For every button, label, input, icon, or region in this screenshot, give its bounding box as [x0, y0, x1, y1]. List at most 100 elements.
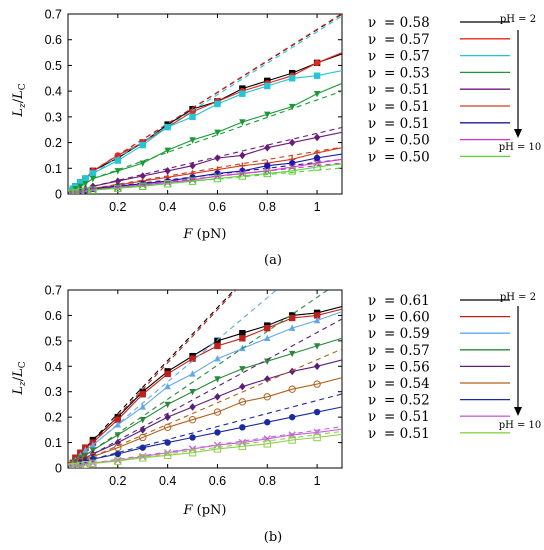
data-point [238, 172, 247, 180]
data-point [288, 75, 296, 82]
series-fit-line [85, 52, 342, 179]
data-point [139, 433, 147, 442]
data-point [71, 188, 80, 194]
legend-label: = 0.57 [384, 343, 430, 359]
y-axis-label-b: Lz/LC [11, 361, 28, 395]
data-point [139, 426, 146, 434]
data-point [239, 366, 246, 373]
data-point [189, 113, 196, 121]
series-dashed-line [92, 290, 235, 441]
series-dashed-line [92, 14, 342, 172]
data-point [69, 189, 77, 194]
y-tick-label: 0.6 [45, 33, 62, 47]
ph-bottom-label-a: pH = 10 [499, 142, 542, 153]
x-tick-label: 0.4 [159, 474, 176, 488]
data-point [139, 416, 146, 424]
series-fit-line [85, 53, 342, 179]
series-fit-line [85, 406, 342, 463]
series-dashed-line [92, 15, 342, 174]
legend-label: = 0.58 [384, 15, 430, 31]
data-point [213, 408, 222, 416]
panel-caption-b: (b) [264, 530, 282, 545]
legend-b: ν = 0.61 ν = 0.60 ν = 0.59 ν = 0.57 ν = 0.56 ν = 0.… [368, 293, 510, 442]
panel-caption-a: (a) [264, 253, 282, 268]
data-point [68, 463, 75, 468]
data-point [288, 314, 296, 322]
x-axis-label-a: F (pN) [182, 227, 226, 242]
series-fit-line [85, 377, 342, 460]
data-point [139, 160, 146, 167]
data-point [189, 355, 196, 362]
data-point [164, 401, 171, 409]
data-point [239, 119, 246, 126]
ph-top-label-b: pH = 2 [500, 292, 536, 303]
legend-symbol: ν [368, 32, 376, 48]
data-point [164, 439, 171, 446]
series-dashed-line [92, 290, 237, 443]
legend-label: = 0.50 [384, 133, 430, 149]
legend-label: = 0.59 [384, 326, 430, 342]
data-point [263, 440, 271, 448]
data-point [188, 415, 197, 424]
data-point [82, 181, 89, 188]
data-point [139, 172, 146, 180]
legend-label: = 0.51 [384, 99, 430, 115]
data-point [288, 367, 296, 376]
series-fit-line [85, 311, 342, 451]
y-tick-label: 0.4 [45, 85, 62, 99]
data-point [313, 163, 321, 171]
panel-b: 0 0.1 0.2 0.3 0.4 0.5 0.6 0.7 0.2 0.4 0.6 0.8 1 F (p… [11, 284, 541, 546]
data-point [313, 343, 321, 350]
data-point [114, 457, 122, 465]
data-point [264, 324, 271, 332]
data-point [164, 382, 171, 390]
data-point [263, 169, 271, 178]
data-point [76, 188, 85, 194]
data-point [82, 446, 89, 453]
data-point [263, 393, 271, 401]
data-point [139, 444, 146, 451]
data-point [313, 433, 321, 442]
legend-symbol: ν [368, 15, 376, 31]
data-point [189, 434, 196, 441]
data-point [264, 143, 271, 152]
legend-symbol: ν [368, 149, 376, 165]
data-point [114, 432, 122, 439]
legend-label: = 0.50 [384, 149, 430, 165]
x-tick-label: 0.2 [109, 474, 126, 488]
ph-top-label-a: pH = 2 [500, 14, 536, 25]
x-tick-label: 0.4 [159, 200, 176, 214]
data-point [68, 189, 75, 194]
data-point [313, 312, 321, 319]
data-point [288, 163, 296, 171]
x-tick-label: 0.8 [259, 200, 276, 214]
series-dashed-line [92, 158, 342, 190]
data-point [264, 111, 271, 118]
data-point [89, 441, 97, 448]
data-point [239, 335, 246, 342]
x-tick-label: 0.2 [109, 200, 126, 214]
series-fit-line [85, 433, 342, 466]
data-point [313, 72, 321, 79]
legend-symbol: ν [368, 409, 376, 425]
data-point [77, 179, 84, 186]
x-tick-label: 0.8 [259, 474, 276, 488]
data-point [81, 460, 90, 468]
x-axis-label-b: F (pN) [182, 503, 226, 518]
data-point [313, 59, 321, 67]
data-point [89, 459, 97, 468]
data-point [214, 429, 221, 436]
data-point [264, 162, 271, 169]
legend-symbol: ν [368, 310, 376, 326]
series-dashed-line [92, 90, 342, 180]
plot-area-a: 0 0.1 0.2 0.3 0.4 0.5 0.6 0.7 0.2 0.4 0.6 0.8 1 [45, 8, 343, 214]
legend-symbol: ν [368, 359, 376, 375]
data-point [213, 174, 222, 183]
legend-label: = 0.51 [384, 409, 430, 425]
legend-symbol: ν [368, 426, 376, 442]
y-tick-label: 0.1 [45, 436, 62, 450]
legend-label: = 0.56 [384, 359, 430, 375]
data-point [189, 403, 196, 411]
data-point [114, 157, 122, 164]
